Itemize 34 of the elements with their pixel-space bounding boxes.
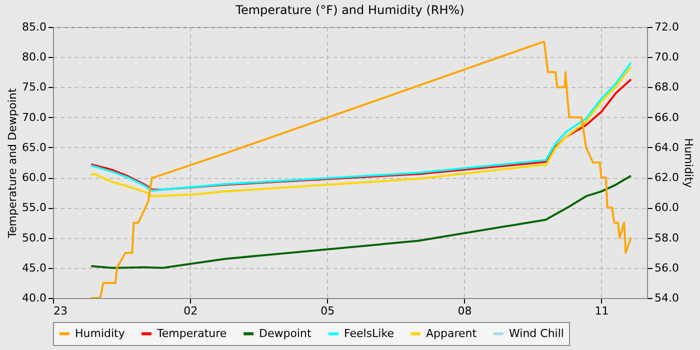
- y-tick-label: 40.0: [22, 292, 46, 304]
- y2-axis-title: Humidity: [682, 138, 695, 188]
- y2-tick-label: 66.0: [654, 110, 679, 124]
- y-tick-label: 80.0: [22, 50, 46, 64]
- y-tick-label: 55.0: [22, 201, 46, 214]
- x-tick-label: 02: [184, 304, 198, 318]
- y-tick-label: 60.0: [22, 171, 46, 184]
- y2-tick-label: 56.0: [654, 261, 679, 274]
- legend-label: Dewpoint: [259, 326, 312, 340]
- y2-tick-label: 58.0: [654, 231, 679, 244]
- y-tick-label: 75.0: [22, 80, 46, 94]
- chart-title: Temperature (°F) and Humidity (RH%): [234, 3, 464, 17]
- y2-tick-label: 68.0: [654, 80, 679, 94]
- y-axis-title: Temperature and Dewpoint: [6, 87, 20, 239]
- y2-tick-label: 64.0: [654, 140, 679, 154]
- legend-label: Wind Chill: [509, 326, 564, 340]
- legend-label: Humidity: [75, 326, 126, 340]
- x-tick-label: 05: [320, 304, 335, 318]
- x-tick-label: 23: [54, 304, 68, 318]
- y-tick-label: 70.0: [22, 110, 46, 124]
- y2-tick-label: 54.0: [654, 292, 679, 304]
- x-tick-label: 11: [594, 304, 609, 318]
- y-tick-label: 50.0: [22, 231, 46, 244]
- y2-tick-label: 62.0: [654, 171, 679, 184]
- y2-tick-label: 70.0: [654, 50, 679, 64]
- legend-label: Apparent: [426, 326, 478, 340]
- y-tick-label: 45.0: [22, 261, 46, 274]
- legend-label: Temperature: [156, 326, 227, 340]
- y2-tick-label: 72.0: [654, 20, 679, 34]
- x-tick-label: 08: [458, 304, 472, 318]
- y-tick-label: 65.0: [22, 140, 46, 154]
- legend-label: FeelsLike: [344, 326, 394, 340]
- y-tick-label: 85.0: [22, 20, 46, 34]
- y2-tick-label: 60.0: [654, 201, 679, 214]
